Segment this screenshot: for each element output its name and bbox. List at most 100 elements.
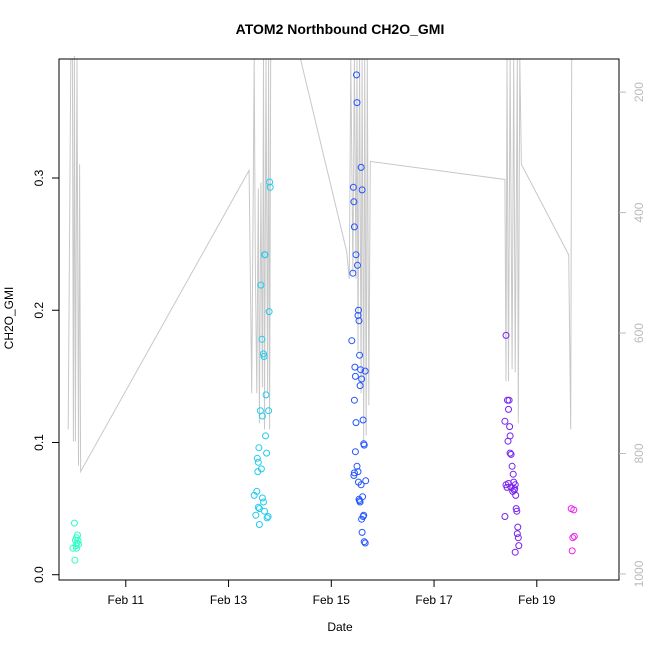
data-point-s3-24 [361,367,369,375]
y-tick-label-2: 0.1 [32,434,46,451]
data-point-s3-25 [362,477,370,485]
data-point-s4-29 [507,483,515,491]
data-point-s1-7 [74,536,82,544]
data-point-s4-27 [506,449,514,457]
data-point-s1-1 [70,519,78,527]
data-point-s3-13 [355,306,362,314]
pressure-profile-line [67,55,573,474]
data-point-s4-19 [513,507,521,515]
series-2 [250,178,274,528]
data-point-s2-23 [265,308,273,316]
x-tick-label-4: Feb 17 [415,593,453,607]
data-point-s2-28 [260,498,267,506]
data-point-s3-7 [351,372,359,380]
data-point-s2-25 [266,183,274,191]
data-point-s2-4 [254,458,262,466]
data-point-s3-39 [359,493,367,501]
data-point-s2-31 [255,505,263,513]
data-point-s4-23 [515,542,523,550]
data-point-s3-36 [357,481,365,489]
data-point-s3-23 [360,441,368,449]
data-point-s3-11 [354,261,361,269]
data-point-s4-24 [511,548,519,556]
plot-frame [58,58,620,581]
data-point-s3-18 [357,163,365,171]
data-point-s3-30 [353,462,361,470]
data-point-s3-5 [350,223,358,231]
pressure-tick-label-3: 600 [632,323,646,343]
data-point-s3-21 [359,416,367,424]
data-point-s4-1 [502,331,510,339]
x-tick-label-3: Feb 15 [313,593,351,607]
data-point-s4-11 [508,462,516,470]
data-point-s3-27 [350,469,358,477]
data-point-s1-5 [74,531,81,539]
data-point-s3-41 [360,511,368,519]
data-point-s2-11 [258,335,266,343]
data-point-s3-15 [356,351,364,359]
data-point-s2-22 [265,407,273,415]
data-point-s4-22 [514,534,522,542]
data-point-s2-2 [252,511,260,519]
data-point-s3-42 [360,538,368,546]
data-point-s3-17 [357,366,365,374]
data-point-s4-17 [512,491,520,499]
data-point-s2-16 [261,251,269,259]
data-point-s3-43 [361,539,369,547]
data-point-s4-4 [503,483,511,491]
data-point-s5-3 [569,534,577,542]
series-3 [348,71,370,547]
data-point-s2-21 [264,513,272,520]
data-point-s4-7 [505,396,513,404]
data-point-s2-19 [263,449,271,457]
series-5 [567,505,578,555]
data-point-s5-4 [570,532,578,540]
y-axis-label: CH2O_GMI [2,287,16,350]
data-point-s3-31 [354,468,362,476]
right-pressure-axis: 200 400 600 800 1000 [619,82,646,587]
series-1 [69,519,82,564]
data-point-s2-24 [266,178,274,186]
data-point-s1-10 [75,540,82,548]
y-tick-label-3: 0.2 [32,302,46,319]
series-4 [501,331,523,556]
data-points-layer [69,71,578,564]
x-axis-label: Date [327,620,353,634]
data-point-s3-20 [358,186,366,194]
x-tick-label-2: Feb 13 [210,593,248,607]
data-point-s4-6 [505,405,512,413]
data-point-s2-3 [253,454,261,462]
data-point-s3-44 [350,396,358,404]
data-point-s2-30 [254,468,262,476]
data-point-s4-2 [501,417,509,425]
data-point-s2-10 [257,281,265,289]
data-point-s3-26 [350,472,358,479]
chart-title: ATOM2 Northbound CH2O_GMI [236,21,445,37]
x-tick-label-5: Feb 19 [518,593,556,607]
data-point-s1-11 [73,544,80,552]
data-point-s3-16 [356,382,364,390]
data-point-s4-21 [514,523,522,531]
data-point-s2-6 [254,503,262,511]
data-point-s2-20 [263,514,271,522]
data-point-s5-5 [568,547,576,555]
data-point-s3-38 [358,528,366,536]
pressure-tick-label-5: 1000 [632,560,646,587]
data-point-s3-4 [350,198,358,206]
data-point-s4-18 [512,505,520,513]
data-point-s3-28 [351,448,359,456]
data-point-s3-19 [358,375,366,383]
data-point-s2-9 [255,521,263,528]
data-point-s3-9 [353,71,360,79]
data-point-s3-3 [349,183,357,191]
data-point-s4-30 [509,487,517,495]
data-point-s2-17 [262,432,269,440]
data-point-s2-12 [258,412,266,420]
y-tick-label-4: 0.3 [32,169,46,186]
data-point-s4-25 [501,513,509,520]
data-point-s3-14 [355,317,363,325]
x-axis: Feb 11 Feb 13 Feb 15 Feb 17 Feb 19 [108,580,556,607]
data-point-s5-2 [570,506,578,514]
data-point-s3-2 [349,269,357,277]
